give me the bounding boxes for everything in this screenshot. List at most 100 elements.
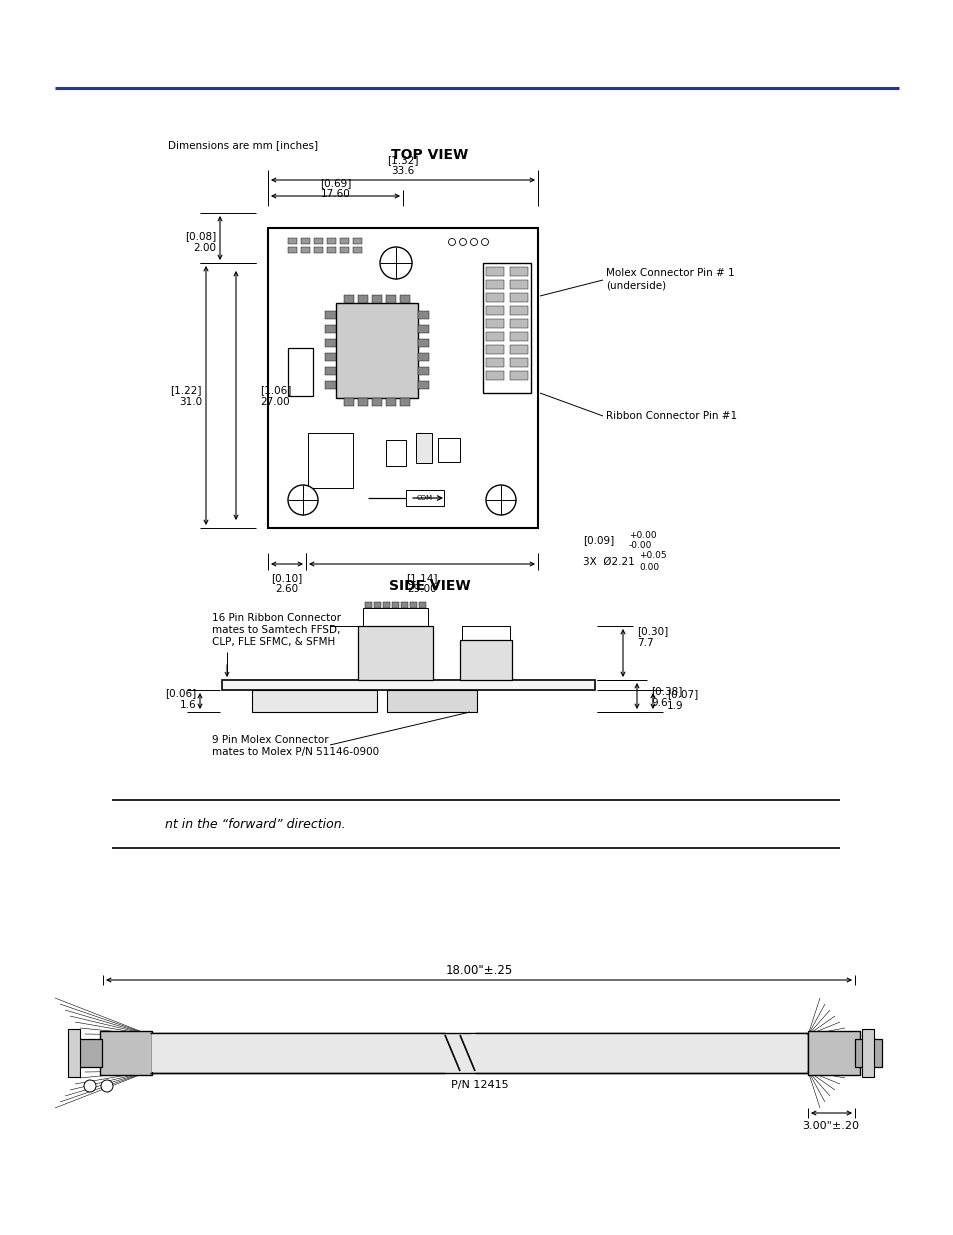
Bar <box>386 440 406 466</box>
Text: 3.00"±.20: 3.00"±.20 <box>801 1121 859 1131</box>
Text: +0.05: +0.05 <box>639 552 666 561</box>
Text: 17.60: 17.60 <box>321 189 351 199</box>
Bar <box>807 1031 859 1074</box>
Bar <box>418 601 426 608</box>
Text: 16 Pin Ribbon Connector: 16 Pin Ribbon Connector <box>212 613 340 622</box>
Bar <box>386 295 395 303</box>
Bar <box>325 325 335 333</box>
Text: COM: COM <box>416 495 433 501</box>
Bar <box>410 601 416 608</box>
Circle shape <box>470 238 477 246</box>
Bar <box>150 1032 807 1073</box>
Bar <box>372 295 381 303</box>
Bar <box>417 382 429 389</box>
Bar <box>417 325 429 333</box>
Text: 7.7: 7.7 <box>637 638 653 648</box>
Text: 2.00: 2.00 <box>193 243 215 253</box>
Text: nt in the “forward” direction.: nt in the “forward” direction. <box>165 818 345 831</box>
Bar <box>485 280 503 289</box>
Circle shape <box>84 1079 96 1092</box>
Text: Ribbon Connector Pin #1: Ribbon Connector Pin #1 <box>605 411 737 421</box>
Bar <box>301 247 310 253</box>
Bar <box>417 311 429 319</box>
Bar <box>400 601 408 608</box>
Bar <box>485 358 503 367</box>
Bar <box>485 319 503 329</box>
Text: 0.00: 0.00 <box>639 562 659 572</box>
Bar <box>152 1034 442 1072</box>
Bar <box>399 398 410 406</box>
Text: 18.00"±.25: 18.00"±.25 <box>445 965 512 977</box>
Text: mates to Samtech FFSD,: mates to Samtech FFSD, <box>212 625 340 635</box>
Bar <box>485 332 503 341</box>
Bar <box>100 1031 152 1074</box>
Text: [0.07]: [0.07] <box>666 689 698 699</box>
Circle shape <box>448 238 455 246</box>
Bar <box>353 238 361 245</box>
Text: [0.38]: [0.38] <box>650 685 681 697</box>
Bar <box>325 353 335 361</box>
Bar <box>510 293 527 303</box>
Text: 29.00: 29.00 <box>407 584 436 594</box>
Bar <box>327 238 335 245</box>
Text: [1.14]: [1.14] <box>406 573 437 583</box>
Bar <box>417 367 429 375</box>
Bar <box>485 267 503 275</box>
Text: [0.09]: [0.09] <box>582 535 614 545</box>
Bar <box>335 303 417 398</box>
Bar <box>461 626 510 640</box>
Circle shape <box>459 238 466 246</box>
Bar <box>437 438 459 462</box>
Bar <box>372 398 381 406</box>
Bar <box>471 1034 805 1072</box>
Circle shape <box>481 238 488 246</box>
Bar <box>510 345 527 354</box>
Text: P/N 12415: P/N 12415 <box>451 1079 508 1091</box>
Bar <box>357 626 433 680</box>
Text: 1.9: 1.9 <box>666 701 683 711</box>
Bar <box>510 319 527 329</box>
Bar <box>314 247 323 253</box>
Bar <box>75 1039 102 1067</box>
Circle shape <box>379 247 412 279</box>
Bar <box>382 601 390 608</box>
Bar <box>417 353 429 361</box>
Text: +0.00: +0.00 <box>628 531 656 540</box>
Bar <box>288 238 296 245</box>
Text: -0.00: -0.00 <box>628 541 652 551</box>
Bar <box>510 267 527 275</box>
Text: (underside): (underside) <box>605 280 665 290</box>
Bar <box>365 601 372 608</box>
Text: [0.06]: [0.06] <box>165 688 195 698</box>
Bar <box>485 306 503 315</box>
Text: [0.69]: [0.69] <box>320 178 352 188</box>
Bar <box>399 295 410 303</box>
Text: 9.6: 9.6 <box>650 698 667 708</box>
Bar <box>510 332 527 341</box>
Text: 9 Pin Molex Connector: 9 Pin Molex Connector <box>212 735 328 745</box>
Text: Dimensions are mm [inches]: Dimensions are mm [inches] <box>168 140 317 149</box>
Circle shape <box>288 485 317 515</box>
Bar <box>510 358 527 367</box>
Bar <box>416 433 432 463</box>
Text: [0.08]: [0.08] <box>185 231 215 241</box>
Bar <box>482 263 531 393</box>
Circle shape <box>485 485 516 515</box>
Bar <box>417 338 429 347</box>
Bar <box>339 247 349 253</box>
Bar <box>386 398 395 406</box>
Text: [0.30]: [0.30] <box>637 626 667 636</box>
Text: 2.60: 2.60 <box>275 584 298 594</box>
Text: TOP VIEW: TOP VIEW <box>391 148 468 162</box>
Text: 33.6: 33.6 <box>391 165 415 177</box>
Bar <box>268 228 537 529</box>
Bar <box>862 1029 873 1077</box>
Bar <box>325 367 335 375</box>
Bar <box>353 247 361 253</box>
Bar <box>392 601 398 608</box>
Text: SIDE VIEW: SIDE VIEW <box>389 579 471 593</box>
Text: 1.6: 1.6 <box>179 700 195 710</box>
Bar <box>308 433 353 488</box>
Text: 3X  Ø2.21: 3X Ø2.21 <box>582 557 634 567</box>
Bar <box>301 238 310 245</box>
